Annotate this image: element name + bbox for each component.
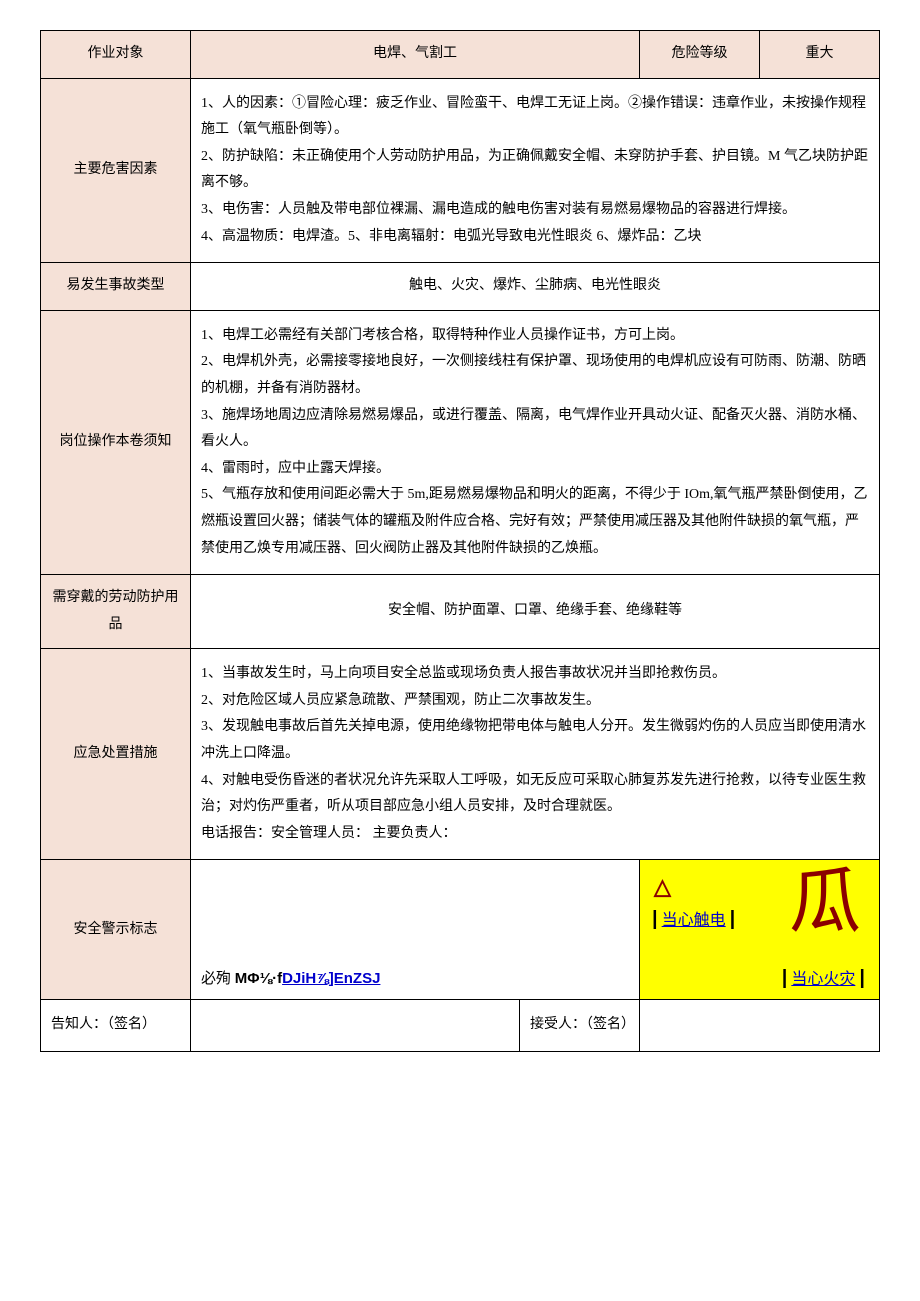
label-informer: 告知人：（签名）: [41, 1000, 191, 1052]
warning-signs-left: 必殉 MΦ⅛·fDJiH⅞]EnZSJ: [191, 860, 640, 1000]
label-hazard-factors: 主要危害因素: [41, 78, 191, 263]
label-risk-level: 危险等级: [640, 31, 760, 79]
value-accident-types: 触电、火灾、爆炸、尘肺病、电光性眼炎: [191, 263, 880, 311]
sign-caution-electric: 当心触电: [650, 906, 737, 936]
triangle-icon: △: [654, 866, 671, 908]
sign-prefix: 必殉: [201, 971, 235, 987]
label-emergency: 应急处置措施: [41, 649, 191, 860]
label-accident-types: 易发生事故类型: [41, 263, 191, 311]
label-warning-signs: 安全警示标志: [41, 860, 191, 1000]
value-work-type: 电焊、气割工: [191, 31, 640, 79]
yellow-sign-panel: △ 当心触电 瓜 当心火灾: [640, 860, 879, 999]
value-ppe: 安全帽、防护面罩、口罩、绝缘手套、绝缘鞋等: [191, 575, 880, 649]
label-ppe: 需穿戴的劳动防护用品: [41, 575, 191, 649]
content-hazard-factors: 1、人的因素：①冒险心理：疲乏作业、冒险蛮干、电焊工无证上岗。②操作错误：违章作…: [191, 78, 880, 263]
row-hazard-factors: 主要危害因素 1、人的因素：①冒险心理：疲乏作业、冒险蛮干、电焊工无证上岗。②操…: [41, 78, 880, 263]
sign-bold: MΦ⅛·f: [235, 970, 282, 987]
field-informer-sign[interactable]: [191, 1000, 520, 1052]
warning-signs-left-text: 必殉 MΦ⅛·fDJiH⅞]EnZSJ: [201, 965, 380, 994]
row-warning-signs: 安全警示标志 必殉 MΦ⅛·fDJiH⅞]EnZSJ △ 当心触电 瓜 当心火灾: [41, 860, 880, 1000]
row-signatures: 告知人：（签名） 接受人：（签名）: [41, 1000, 880, 1052]
safety-form-table: 作业对象 电焊、气割工 危险等级 重大 主要危害因素 1、人的因素：①冒险心理：…: [40, 30, 880, 1052]
sign-glyph-icon: 瓜: [789, 866, 861, 938]
value-risk-level: 重大: [760, 31, 880, 79]
content-operation-notice: 1、电焊工必需经有关部门考核合格，取得特种作业人员操作证书，方可上岗。 2、电焊…: [191, 310, 880, 574]
field-receiver-sign[interactable]: [640, 1000, 880, 1052]
row-operation-notice: 岗位操作本卷须知 1、电焊工必需经有关部门考核合格，取得特种作业人员操作证书，方…: [41, 310, 880, 574]
label-receiver: 接受人：（签名）: [520, 1000, 640, 1052]
row-work-object: 作业对象 电焊、气割工 危险等级 重大: [41, 31, 880, 79]
label-work-object: 作业对象: [41, 31, 191, 79]
sign-link[interactable]: DJiH⅞]EnZSJ: [282, 970, 380, 987]
row-emergency: 应急处置措施 1、当事故发生时，马上向项目安全总监或现场负责人报告事故状况并当即…: [41, 649, 880, 860]
sign-caution-fire: 当心火灾: [780, 965, 867, 995]
label-operation-notice: 岗位操作本卷须知: [41, 310, 191, 574]
content-emergency: 1、当事故发生时，马上向项目安全总监或现场负责人报告事故状况并当即抢救伤员。 2…: [191, 649, 880, 860]
row-accident-types: 易发生事故类型 触电、火灾、爆炸、尘肺病、电光性眼炎: [41, 263, 880, 311]
row-ppe: 需穿戴的劳动防护用品 安全帽、防护面罩、口罩、绝缘手套、绝缘鞋等: [41, 575, 880, 649]
warning-sign-block: △ 当心触电 瓜 当心火灾: [640, 860, 880, 1000]
